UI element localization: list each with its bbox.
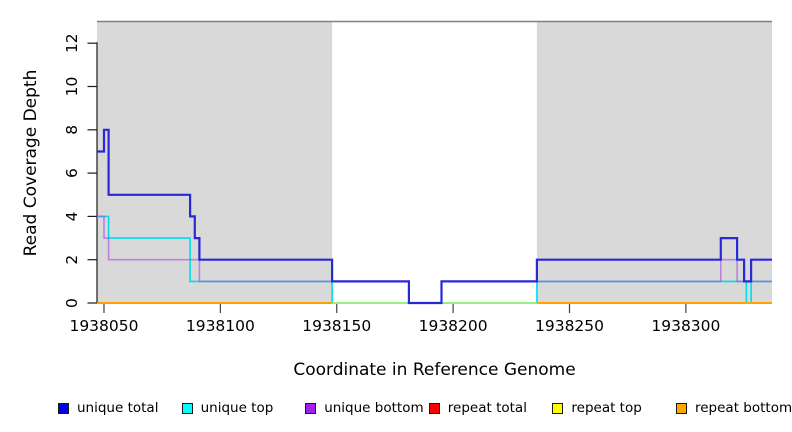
y-tick-label: 4 [63,211,81,221]
y-tick-label: 8 [63,125,81,135]
y-tick-label: 2 [63,255,81,265]
x-tick-label: 1938200 [419,317,488,335]
y-axis-title: Read Coverage Depth [21,69,41,257]
x-tick-label: 1938150 [302,317,371,335]
repeat-region-shade [97,21,333,304]
y-tick-label: 12 [63,33,81,53]
x-tick-label: 1938300 [651,317,720,335]
x-tick-label: 1938250 [535,317,604,335]
x-tick-label: 1938050 [69,317,138,335]
x-tick-label: 1938100 [186,317,255,335]
y-tick-label: 10 [63,77,81,97]
x-axis-title: Coordinate in Reference Genome [293,360,576,380]
y-tick-label: 6 [63,168,81,178]
series-line-unique-total [97,128,772,305]
y-tick-label: 0 [63,298,81,308]
repeat-region-shade [536,21,772,304]
